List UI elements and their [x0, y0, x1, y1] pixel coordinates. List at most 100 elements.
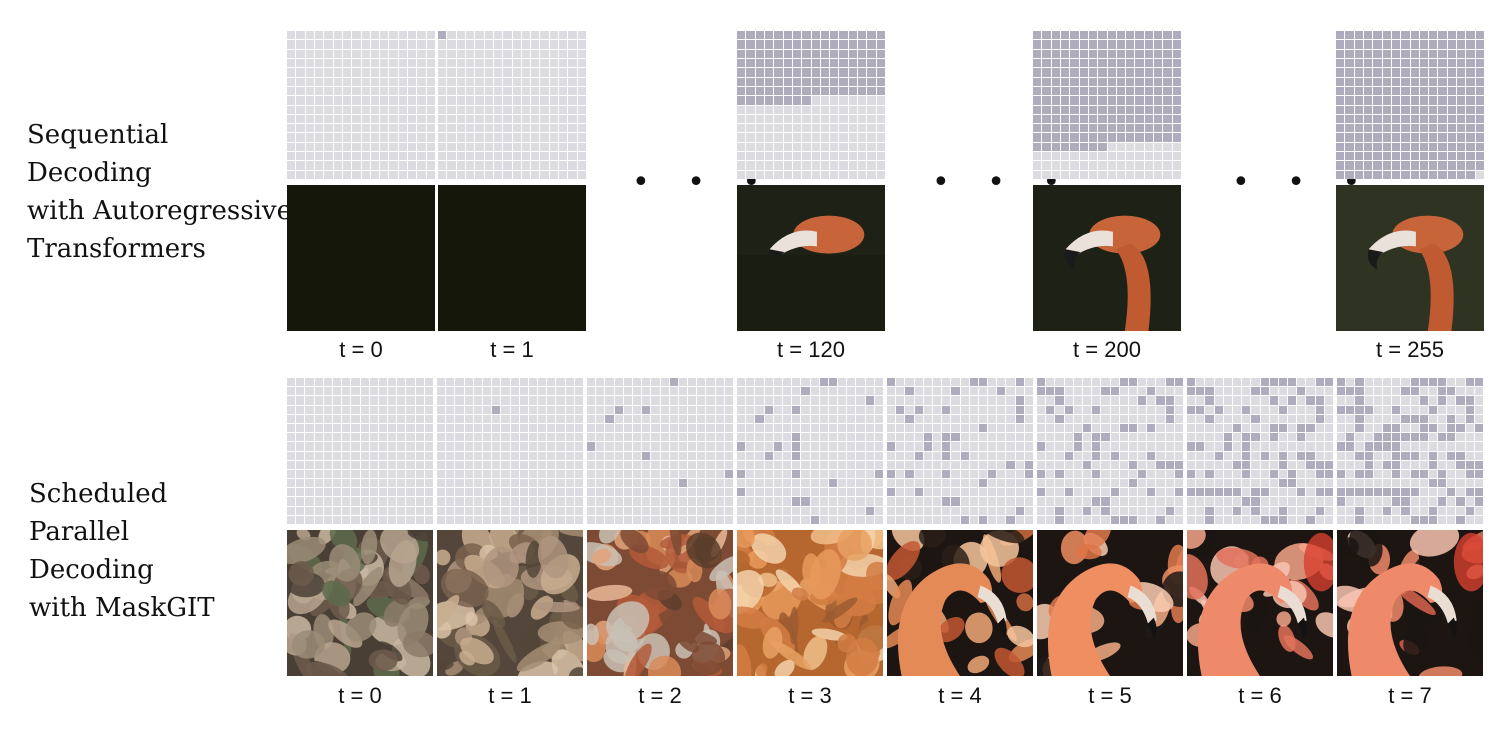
masked-token [1306, 405, 1315, 414]
masked-token [820, 161, 830, 170]
decoded-token [1401, 49, 1410, 58]
decoded-token [1060, 68, 1070, 77]
decoded-token [1336, 58, 1345, 68]
decoded-token [1345, 40, 1354, 49]
masked-token [559, 31, 568, 40]
masked-token [669, 396, 678, 405]
masked-token [1232, 479, 1242, 488]
masked-token [960, 497, 969, 506]
masked-token [1070, 152, 1079, 161]
decoded-token [1382, 124, 1391, 133]
masked-token [492, 387, 501, 396]
masked-token [380, 40, 389, 49]
masked-token [1410, 506, 1419, 515]
masked-token [360, 506, 369, 515]
masked-token [1092, 423, 1101, 433]
decoded-token [848, 68, 858, 77]
masked-token [370, 124, 380, 133]
masked-token [574, 396, 583, 405]
masked-token [577, 170, 586, 179]
masked-token [737, 433, 746, 442]
decoded-token [1060, 86, 1070, 96]
decoded-token [764, 86, 774, 96]
masked-token [978, 396, 988, 405]
masked-token [369, 442, 378, 451]
masked-token [1232, 469, 1242, 479]
masked-token [782, 497, 792, 506]
masked-token [887, 414, 896, 423]
masked-token [406, 506, 415, 515]
masked-token [1205, 405, 1214, 414]
masked-token [755, 152, 764, 161]
masked-token [838, 442, 847, 451]
masked-token [360, 414, 369, 423]
generated-image [1187, 530, 1333, 676]
masked-token [865, 451, 874, 460]
decoded-token [1051, 86, 1060, 96]
decoded-token [1382, 442, 1392, 451]
masked-token [783, 152, 792, 161]
decoded-token [1088, 49, 1098, 58]
masked-token [1346, 423, 1355, 433]
decoded-token [1242, 451, 1251, 460]
masked-token [380, 133, 389, 142]
decoded-token [1269, 469, 1278, 479]
masked-token [389, 152, 398, 161]
masked-token [811, 161, 820, 170]
decoded-token [887, 442, 896, 451]
decoded-token [1098, 133, 1107, 142]
decoded-token [1092, 497, 1101, 506]
decoded-token [1363, 152, 1373, 161]
decoded-token [1107, 133, 1116, 142]
masked-token [1037, 497, 1046, 506]
masked-token [361, 58, 370, 68]
masked-token [978, 497, 988, 506]
masked-token [914, 433, 923, 442]
masked-token [424, 515, 433, 524]
decoded-token [1346, 442, 1355, 451]
decoded-token [1107, 105, 1116, 114]
masked-token [287, 77, 296, 86]
masked-token [380, 124, 389, 133]
masked-token [960, 396, 969, 405]
decoded-token [1355, 378, 1364, 387]
decoded-token [1438, 133, 1447, 142]
decoded-token [1336, 114, 1345, 124]
masked-token [605, 488, 614, 497]
masked-token [305, 405, 314, 414]
masked-token [942, 506, 951, 515]
decoded-token [746, 77, 755, 86]
masked-token [446, 442, 455, 451]
masked-token [577, 142, 586, 152]
masked-token [351, 469, 360, 479]
masked-token [398, 133, 408, 142]
decoded-token [1419, 133, 1429, 142]
masked-token [519, 506, 528, 515]
masked-token [764, 142, 774, 152]
decoded-token [1474, 497, 1483, 506]
masked-token [305, 133, 314, 142]
masked-token [1260, 479, 1269, 488]
masked-token [1346, 479, 1355, 488]
masked-token [839, 105, 848, 114]
masked-token [587, 433, 596, 442]
decoded-token [792, 86, 802, 96]
decoded-token [1033, 49, 1042, 58]
masked-token [587, 460, 596, 469]
decoded-token [1079, 114, 1088, 124]
decoded-token [828, 378, 838, 387]
masked-token [847, 488, 856, 497]
masked-token [988, 497, 997, 506]
masked-token [858, 105, 867, 114]
masked-token [333, 96, 342, 105]
masked-token [556, 497, 565, 506]
decoded-token [830, 58, 839, 68]
decoded-token [1466, 86, 1475, 96]
timestep-label: t = 120 [777, 337, 845, 362]
masked-token [1138, 506, 1147, 515]
masked-token [1060, 161, 1070, 170]
masked-token [1128, 387, 1138, 396]
masked-token [493, 142, 503, 152]
masked-token [905, 451, 914, 460]
decoded-token [1315, 506, 1324, 515]
